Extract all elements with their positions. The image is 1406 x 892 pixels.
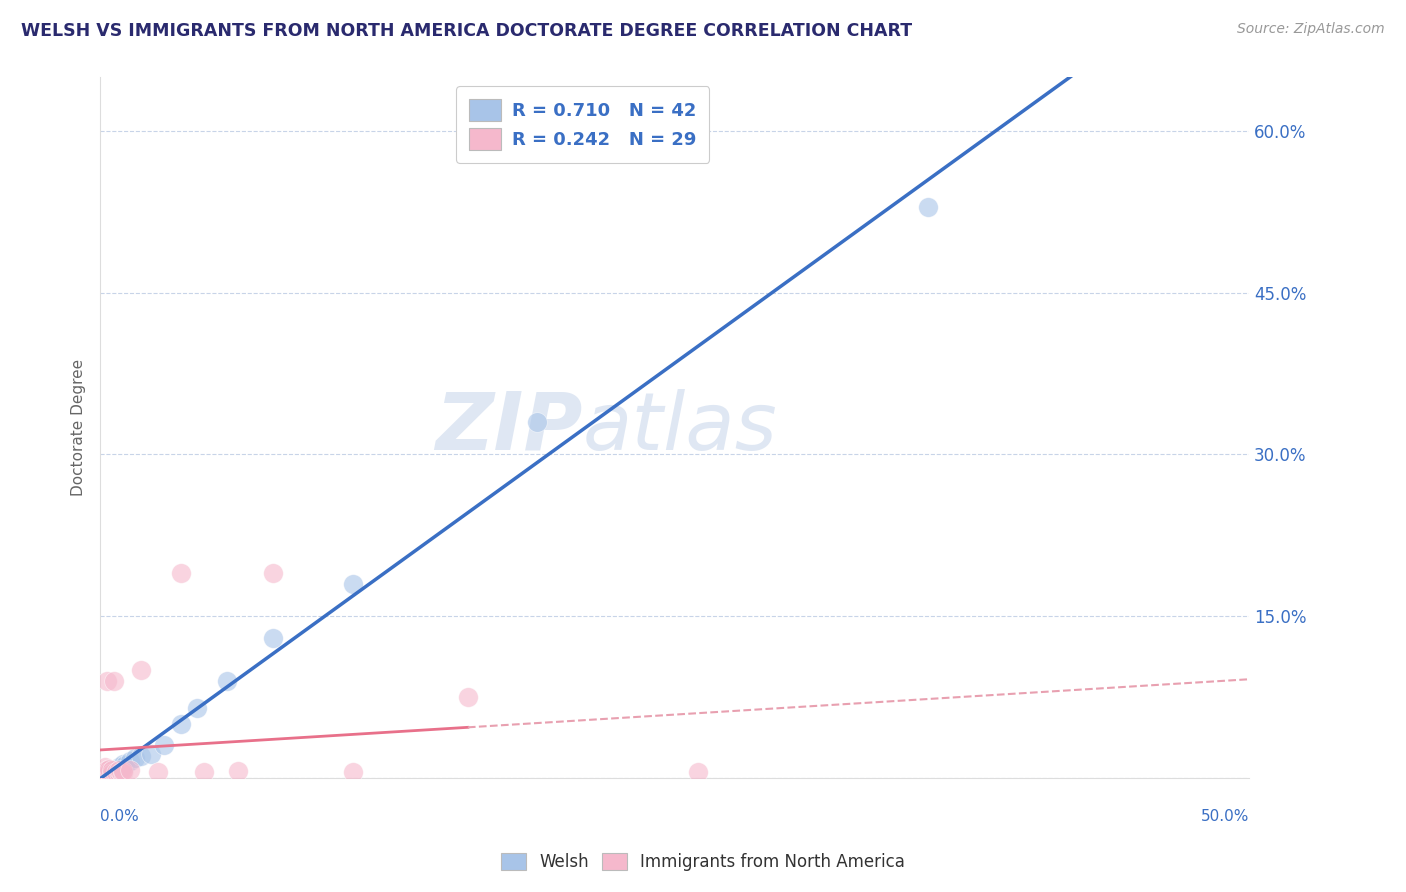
Point: [96, 764, 118, 778]
Point: [96, 766, 118, 780]
Point: [105, 765, 128, 780]
Point: [131, 749, 153, 764]
Point: [93, 767, 115, 781]
Legend: R = 0.710   N = 42, R = 0.242   N = 29: R = 0.710 N = 42, R = 0.242 N = 29: [457, 87, 709, 163]
Point: [98, 765, 121, 780]
Text: atlas: atlas: [582, 389, 778, 467]
Point: [91, 765, 114, 780]
Point: [100, 766, 122, 780]
Point: [93, 764, 115, 778]
Point: [98, 763, 121, 777]
Point: [153, 738, 176, 752]
Text: 50.0%: 50.0%: [1201, 809, 1250, 824]
Point: [93, 766, 115, 780]
Point: [110, 761, 132, 775]
Point: [342, 765, 364, 780]
Point: [93, 765, 115, 780]
Point: [262, 631, 284, 645]
Point: [686, 765, 709, 780]
Text: WELSH VS IMMIGRANTS FROM NORTH AMERICA DOCTORATE DEGREE CORRELATION CHART: WELSH VS IMMIGRANTS FROM NORTH AMERICA D…: [21, 22, 912, 40]
Point: [215, 673, 238, 688]
Point: [107, 760, 129, 774]
Point: [457, 690, 479, 704]
Point: [917, 200, 939, 214]
Point: [526, 415, 548, 429]
Point: [107, 766, 129, 780]
Point: [93, 768, 115, 782]
Point: [93, 760, 115, 774]
Point: [139, 747, 162, 761]
Point: [96, 673, 118, 688]
Point: [93, 764, 115, 778]
Point: [93, 767, 115, 781]
Point: [107, 762, 129, 776]
Point: [98, 766, 121, 780]
Point: [103, 766, 125, 780]
Point: [112, 756, 135, 771]
Point: [91, 767, 114, 781]
Point: [118, 763, 141, 777]
Point: [186, 700, 208, 714]
Point: [96, 766, 118, 780]
Point: [110, 765, 132, 780]
Point: [96, 767, 118, 781]
Point: [112, 766, 135, 780]
Point: [100, 763, 122, 777]
Point: [100, 767, 122, 781]
Legend: Welsh, Immigrants from North America: Welsh, Immigrants from North America: [492, 845, 914, 880]
Point: [96, 763, 118, 777]
Point: [91, 766, 114, 780]
Point: [193, 765, 215, 780]
Point: [91, 767, 114, 781]
Point: [107, 763, 129, 777]
Text: 0.0%: 0.0%: [100, 809, 139, 824]
Point: [226, 764, 249, 778]
Point: [91, 768, 114, 782]
Point: [98, 767, 121, 781]
Point: [96, 765, 118, 780]
Point: [96, 768, 118, 782]
Y-axis label: Doctorate Degree: Doctorate Degree: [72, 359, 86, 496]
Point: [146, 765, 169, 780]
Point: [262, 566, 284, 580]
Point: [98, 762, 121, 776]
Point: [98, 764, 121, 778]
Point: [124, 751, 146, 765]
Point: [169, 716, 191, 731]
Point: [114, 757, 136, 772]
Point: [118, 755, 141, 769]
Text: Source: ZipAtlas.com: Source: ZipAtlas.com: [1237, 22, 1385, 37]
Text: ZIP: ZIP: [436, 389, 582, 467]
Point: [100, 763, 122, 777]
Point: [105, 764, 128, 778]
Point: [112, 764, 135, 778]
Point: [169, 566, 191, 580]
Point: [103, 764, 125, 778]
Point: [131, 663, 153, 677]
Point: [103, 673, 125, 688]
Point: [100, 765, 122, 780]
Point: [98, 765, 121, 780]
Point: [342, 576, 364, 591]
Point: [96, 763, 118, 777]
